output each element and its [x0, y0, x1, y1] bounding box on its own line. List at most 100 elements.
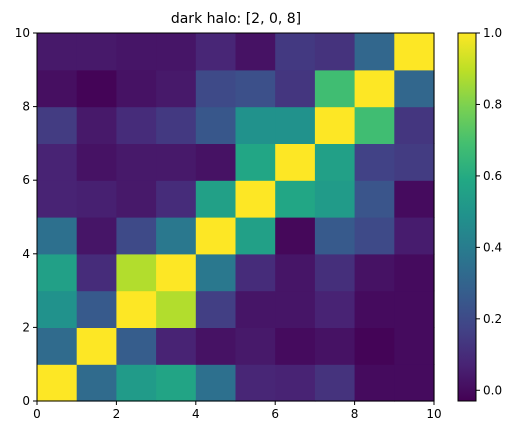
heatmap-cell [314, 106, 356, 144]
heatmap-cell [314, 69, 356, 108]
heatmap-cell [156, 253, 197, 292]
heatmap-cell [76, 364, 117, 402]
heatmap-cell [76, 327, 117, 365]
plot-frame [36, 32, 435, 402]
heatmap-cell [394, 143, 435, 181]
heatmap-cell [116, 290, 157, 328]
x-tick-label: 4 [192, 407, 200, 421]
heatmap-cell [275, 143, 316, 181]
heatmap-cell [76, 106, 117, 144]
heatmap-cell [394, 327, 435, 365]
colorbar-tick-label: 0.8 [483, 97, 502, 111]
x-tick-label: 2 [113, 407, 121, 421]
heatmap-cell [394, 290, 435, 328]
y-tick-label: 8 [22, 100, 30, 114]
heatmap-cell [116, 33, 157, 71]
heatmap-cell [394, 69, 435, 108]
heatmap-cell [37, 33, 78, 71]
heatmap-cell [394, 253, 435, 292]
heatmap-cell [314, 327, 356, 365]
heatmap-cell [76, 217, 117, 255]
heatmap-cell [156, 327, 197, 365]
heatmap-cell [354, 33, 395, 71]
y-tick-label: 0 [22, 394, 30, 408]
heatmap-cell [37, 69, 78, 108]
heatmap-cell [76, 180, 117, 218]
heatmap-cell [156, 33, 197, 71]
y-tick-label: 6 [22, 173, 30, 187]
heatmap-cell [354, 143, 395, 181]
heatmap-cell [394, 33, 435, 71]
heatmap-cell [37, 180, 78, 218]
x-tick-label: 10 [426, 407, 441, 421]
heatmap-cell [314, 290, 356, 328]
y-axis: 0 2 4 6 8 10 [15, 26, 37, 408]
heatmap-cell [156, 106, 197, 144]
heatmap-cell [195, 217, 237, 255]
heatmap-cell [195, 364, 237, 402]
heatmap-cell [76, 69, 117, 108]
heatmap-cell [37, 364, 78, 402]
heatmap-cell [394, 217, 435, 255]
y-tick-label: 10 [15, 26, 30, 40]
x-tick-label: 8 [351, 407, 359, 421]
colorbar-tick-label: 0.6 [483, 169, 502, 183]
chart-title: dark halo: [2, 0, 8] [171, 11, 301, 27]
heatmap-cell [314, 217, 356, 255]
heatmap-cell [275, 69, 316, 108]
heatmap-cell [37, 106, 78, 144]
heatmap-cell [314, 33, 356, 71]
heatmap-cell [195, 327, 237, 365]
heatmap-cell [235, 69, 276, 108]
heatmap-cell [354, 290, 395, 328]
heatmap-cell [354, 327, 395, 365]
heatmap-cell [116, 106, 157, 144]
heatmap-cell [195, 106, 237, 144]
heatmap-cell [76, 290, 117, 328]
heatmap-cell [37, 253, 78, 292]
heatmap-cell [275, 253, 316, 292]
colorbar-axis: 0.0 0.2 0.4 0.6 0.8 1.0 [476, 26, 502, 397]
heatmap-cell [354, 180, 395, 218]
heatmap-cell [394, 364, 435, 402]
heatmap-cell [314, 180, 356, 218]
heatmap-cell [235, 217, 276, 255]
heatmap-cell [195, 143, 237, 181]
heatmap-cell [116, 180, 157, 218]
y-tick-label: 4 [22, 247, 30, 261]
heatmap-cell [354, 69, 395, 108]
heatmap-cell [116, 217, 157, 255]
heatmap-cell [76, 33, 117, 71]
x-tick-label: 6 [271, 407, 279, 421]
heatmap-cell [195, 290, 237, 328]
colorbar-tick-label: 0.0 [483, 383, 502, 397]
x-axis: 0 2 4 6 8 10 [33, 401, 442, 421]
y-tick-label: 2 [22, 320, 30, 334]
heatmap-cell [195, 69, 237, 108]
colorbar-tick-label: 1.0 [483, 26, 502, 40]
heatmap-cell [156, 180, 197, 218]
heatmap-cell [275, 180, 316, 218]
heatmap-cell [354, 253, 395, 292]
heatmap-cell [275, 33, 316, 71]
heatmap-cell [354, 106, 395, 144]
heatmap-cell [235, 180, 276, 218]
heatmap-cell [116, 253, 157, 292]
heatmap-cell [354, 217, 395, 255]
heatmap-cell [76, 143, 117, 181]
heatmap-cell [275, 327, 316, 365]
heatmap-cell [37, 217, 78, 255]
heatmap-cell [37, 327, 78, 365]
heatmap-cell [116, 69, 157, 108]
heatmap-cell [235, 327, 276, 365]
heatmap-cell [235, 143, 276, 181]
colorbar-tick-label: 0.4 [483, 240, 502, 254]
heatmap-cell [156, 217, 197, 255]
heatmap-cell [354, 364, 395, 402]
heatmap-cell [37, 290, 78, 328]
heatmap-cell [235, 33, 276, 71]
heatmap-cell [314, 253, 356, 292]
heatmap-cell [235, 253, 276, 292]
heatmap-cell [76, 253, 117, 292]
heatmap-cell [314, 143, 356, 181]
